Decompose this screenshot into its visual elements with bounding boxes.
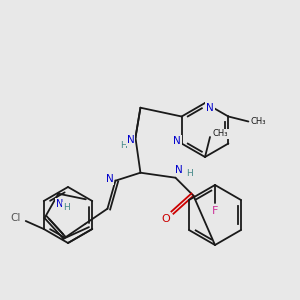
Text: N: N xyxy=(56,199,63,209)
Text: O: O xyxy=(161,214,170,224)
Text: N: N xyxy=(106,174,113,184)
Text: Cl: Cl xyxy=(11,213,21,223)
Text: N: N xyxy=(127,135,134,145)
Text: N: N xyxy=(175,165,182,175)
Text: CH₃: CH₃ xyxy=(250,117,266,126)
Text: H: H xyxy=(186,169,193,178)
Text: CH₃: CH₃ xyxy=(212,130,228,139)
Text: N: N xyxy=(173,136,181,146)
Text: N: N xyxy=(206,103,214,113)
Text: F: F xyxy=(212,206,218,216)
Text: H: H xyxy=(120,141,127,150)
Text: H: H xyxy=(63,203,70,212)
